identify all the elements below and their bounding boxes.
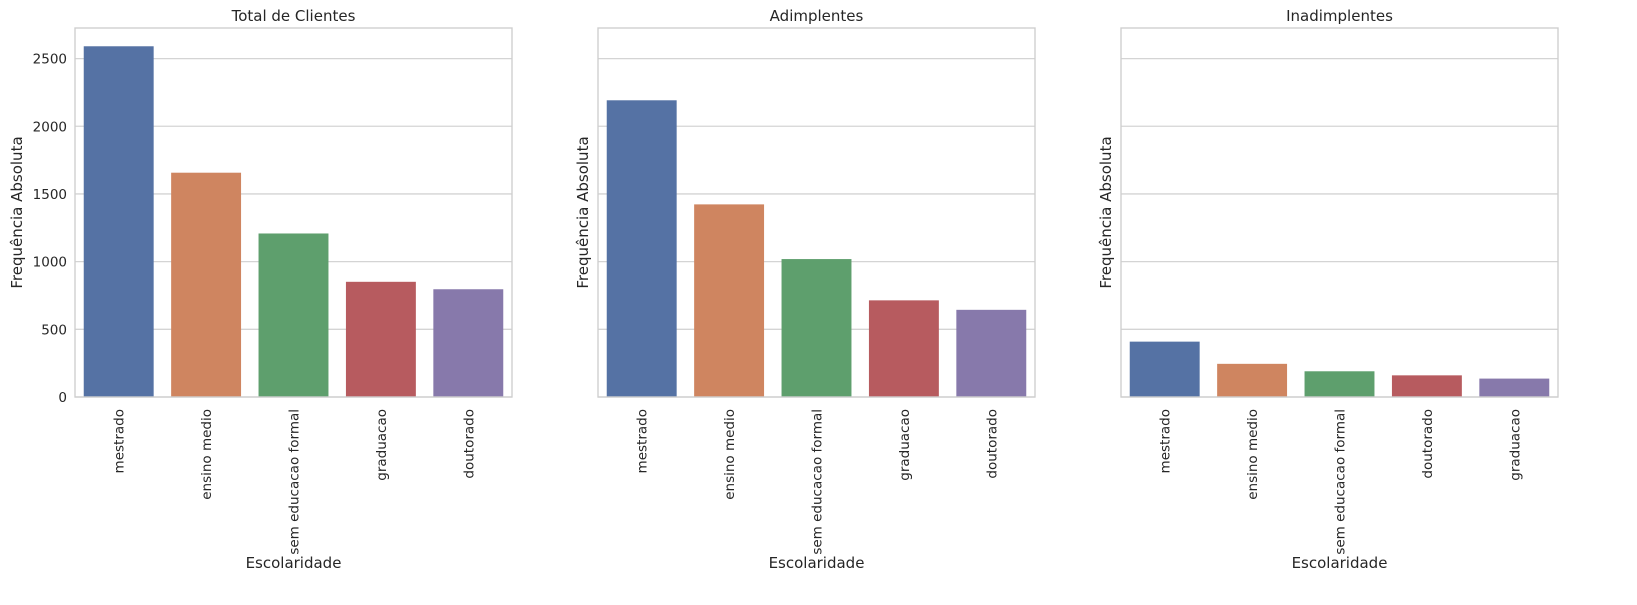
x-tick-label: ensino medio: [1245, 409, 1261, 500]
chart-title: Adimplentes: [770, 7, 864, 25]
y-tick-label: 0: [58, 390, 67, 406]
x-tick-label: mestrado: [1158, 409, 1174, 473]
bar-doutorado: [433, 289, 504, 397]
y-axis-label: Frequência Absoluta: [574, 136, 592, 288]
chart-title: Total de Clientes: [231, 7, 356, 25]
x-axis-label: Escolaridade: [769, 554, 865, 572]
y-tick-label: 1500: [33, 187, 67, 203]
bar-sem-educacao-formal: [258, 233, 329, 397]
plot-frame: [1120, 27, 1559, 398]
plot-frame: [74, 27, 513, 398]
x-tick-label: mestrado: [112, 409, 128, 473]
chart-panel-3: mestrado ensino medio sem educacao formal d…: [1097, 7, 1559, 572]
bar-graduacao: [1479, 378, 1550, 397]
x-tick-label: doutorado: [1420, 409, 1436, 479]
x-tick-label: graduacao: [1507, 409, 1523, 481]
bar-mestrado: [83, 46, 154, 398]
x-tick-label: doutorado: [461, 409, 477, 479]
x-tick-label: ensino medio: [199, 409, 215, 500]
bar-ensino-medio: [694, 204, 765, 397]
y-axis-label: Frequência Absoluta: [8, 136, 26, 288]
chart-panel-2: mestrado ensino medio sem educacao formal g…: [574, 7, 1036, 572]
bar-mestrado: [1129, 341, 1200, 397]
bar-doutorado: [1391, 375, 1462, 397]
bar-sem-educacao-formal: [781, 259, 852, 397]
x-tick-label: ensino medio: [722, 409, 738, 500]
plot-frame: [597, 27, 1036, 398]
bar-doutorado: [956, 309, 1027, 397]
chart-title: Inadimplentes: [1286, 7, 1393, 25]
chart-panel-1: 0 500 1000 1500 2000 2500 mestrado ensino medio…: [8, 7, 513, 572]
y-axis-label: Frequência Absoluta: [1097, 136, 1115, 288]
y-tick-label: 1000: [33, 255, 67, 271]
x-tick-label: mestrado: [635, 409, 651, 473]
bar-mestrado: [606, 100, 677, 397]
y-tick-label: 500: [41, 322, 67, 338]
bar-ensino-medio: [171, 172, 242, 397]
x-axis-label: Escolaridade: [1292, 554, 1388, 572]
x-tick-label: sem educacao formal: [810, 409, 826, 555]
x-tick-label: sem educacao formal: [1333, 409, 1349, 555]
bar-sem-educacao-formal: [1304, 371, 1375, 397]
bar-ensino-medio: [1217, 363, 1288, 397]
x-tick-label: sem educacao formal: [287, 409, 303, 555]
x-tick-label: graduacao: [897, 409, 913, 481]
bar-graduacao: [868, 300, 939, 397]
y-tick-label: 2500: [33, 52, 67, 68]
y-tick-label: 2000: [33, 119, 67, 135]
x-tick-label: doutorado: [984, 409, 1000, 479]
x-tick-label: graduacao: [374, 409, 390, 481]
bar-graduacao: [345, 281, 416, 397]
x-axis-label: Escolaridade: [246, 554, 342, 572]
